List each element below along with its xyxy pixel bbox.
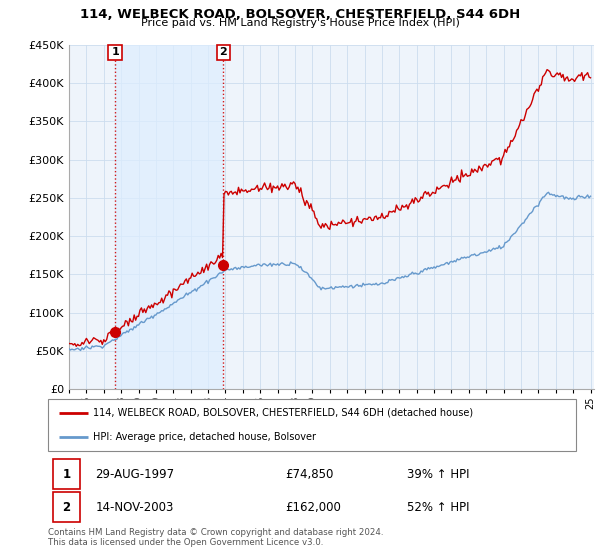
Text: 52% ↑ HPI: 52% ↑ HPI xyxy=(407,501,470,514)
Text: HPI: Average price, detached house, Bolsover: HPI: Average price, detached house, Bols… xyxy=(93,432,316,442)
FancyBboxPatch shape xyxy=(48,399,576,451)
Text: 39% ↑ HPI: 39% ↑ HPI xyxy=(407,468,470,480)
FancyBboxPatch shape xyxy=(53,492,80,522)
Text: £162,000: £162,000 xyxy=(286,501,341,514)
FancyBboxPatch shape xyxy=(53,459,80,489)
Text: 14-NOV-2003: 14-NOV-2003 xyxy=(95,501,174,514)
Text: 2: 2 xyxy=(220,48,227,58)
Text: 114, WELBECK ROAD, BOLSOVER, CHESTERFIELD, S44 6DH (detached house): 114, WELBECK ROAD, BOLSOVER, CHESTERFIEL… xyxy=(93,408,473,418)
Text: 1: 1 xyxy=(111,48,119,58)
Text: 1: 1 xyxy=(62,468,71,480)
Text: £74,850: £74,850 xyxy=(286,468,334,480)
Text: 2: 2 xyxy=(62,501,71,514)
Text: Price paid vs. HM Land Registry's House Price Index (HPI): Price paid vs. HM Land Registry's House … xyxy=(140,18,460,29)
Bar xyxy=(115,45,223,389)
Text: Contains HM Land Registry data © Crown copyright and database right 2024.
This d: Contains HM Land Registry data © Crown c… xyxy=(48,528,383,548)
Text: 114, WELBECK ROAD, BOLSOVER, CHESTERFIELD, S44 6DH: 114, WELBECK ROAD, BOLSOVER, CHESTERFIEL… xyxy=(80,8,520,21)
Text: 29-AUG-1997: 29-AUG-1997 xyxy=(95,468,175,480)
